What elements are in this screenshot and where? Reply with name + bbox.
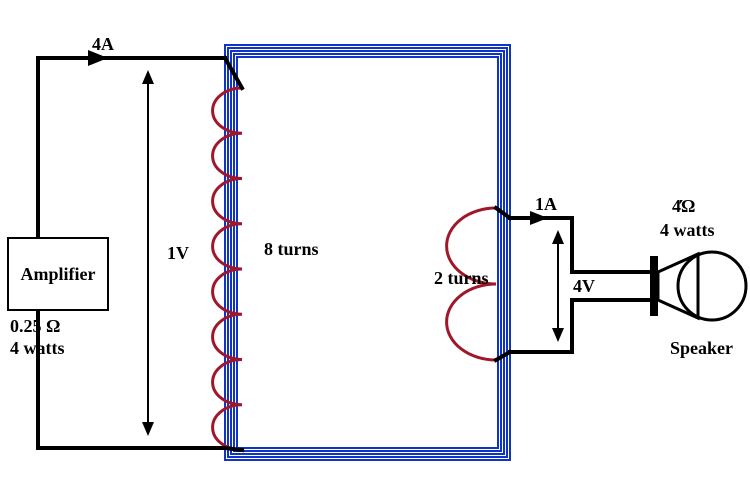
primary-turns-label: 8 turns: [264, 239, 319, 259]
speaker-impedance: 4Ώ: [672, 196, 695, 216]
amplifier-power: 4 watts: [10, 338, 65, 358]
primary-voltage-label: 1V: [167, 243, 189, 263]
speaker-power: 4 watts: [660, 220, 715, 240]
amplifier-title: Amplifier: [21, 264, 96, 284]
secondary-turns-label: 2 turns: [434, 268, 489, 288]
secondary-voltage-arrow-head-bot: [552, 328, 564, 342]
speaker-title: Speaker: [670, 338, 733, 358]
secondary-voltage-arrow-head-top: [552, 230, 564, 244]
primary-coil-lead-bot: [225, 448, 242, 450]
primary-voltage-arrow-head-bot: [142, 422, 154, 436]
secondary-current-label: 1A: [535, 194, 557, 214]
amplifier-impedance: 0.25 Ω: [10, 316, 60, 336]
speaker-driver: [678, 252, 746, 320]
secondary-voltage-label: 4V: [573, 276, 595, 296]
impedance-matching-transformer-diagram: 4AAmplifier0.25 Ω4 watts1V8 turns2 turns…: [0, 0, 750, 500]
primary-voltage-arrow-head-top: [142, 70, 154, 84]
primary-current-label: 4A: [92, 34, 114, 54]
